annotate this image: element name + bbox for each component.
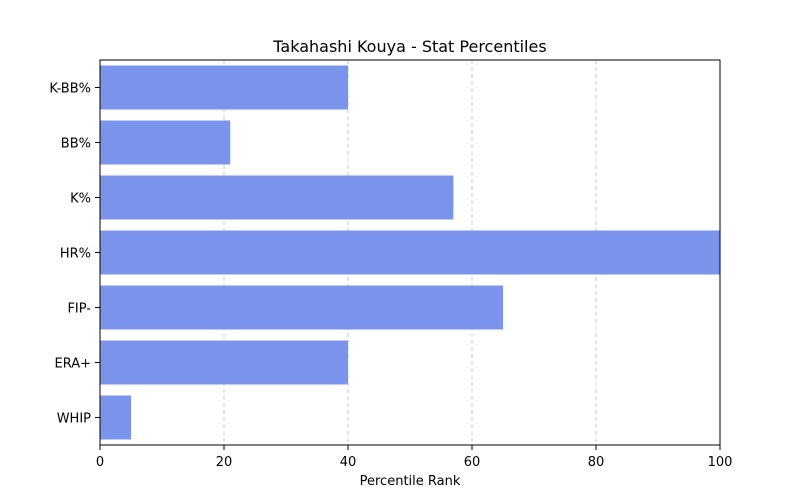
- bar-layer: [100, 65, 720, 440]
- bar-fip-: [100, 285, 503, 330]
- x-tick-label: 80: [588, 455, 605, 470]
- bar-k-bb-: [100, 65, 348, 110]
- x-tick-label: 100: [708, 455, 733, 470]
- bar-k-: [100, 175, 454, 220]
- bar-era-: [100, 340, 348, 385]
- y-tick-label: FIP-: [67, 302, 91, 317]
- chart-title: Takahashi Kouya - Stat Percentiles: [272, 37, 546, 56]
- y-tick-label: HR%: [60, 247, 91, 262]
- x-tick-label: 20: [216, 455, 233, 470]
- x-tick-label: 0: [96, 455, 104, 470]
- bar-bb-: [100, 120, 231, 165]
- y-axis: K-BB% BB% K% HR% FIP- ERA+ WHIP: [49, 82, 100, 427]
- y-tick-label: WHIP: [57, 412, 91, 427]
- y-tick-label: BB%: [61, 137, 91, 152]
- y-tick-label: K-BB%: [49, 82, 91, 97]
- x-axis: 0 20 40 60 80 100: [96, 445, 733, 470]
- y-tick-label: K%: [70, 192, 91, 207]
- bar-whip: [100, 395, 131, 440]
- x-axis-label: Percentile Rank: [360, 474, 461, 489]
- x-tick-label: 40: [340, 455, 357, 470]
- x-tick-label: 60: [464, 455, 481, 470]
- y-tick-label: ERA+: [54, 357, 91, 372]
- bar-hr-: [100, 230, 720, 275]
